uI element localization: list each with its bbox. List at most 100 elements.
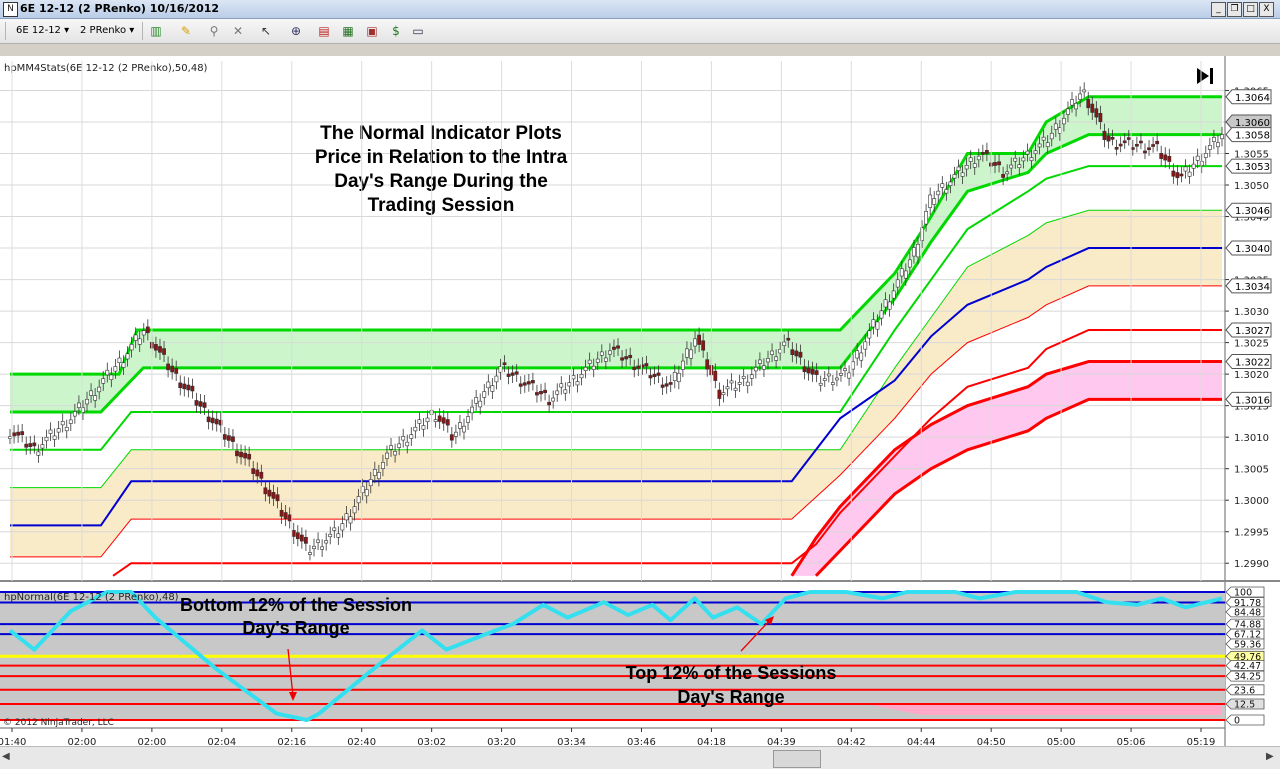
candle-body bbox=[231, 436, 235, 442]
candle-body bbox=[202, 402, 207, 408]
normal-tick-box bbox=[1225, 597, 1265, 608]
candle-body bbox=[599, 351, 604, 356]
candle-body bbox=[478, 400, 483, 408]
candle-body bbox=[1106, 135, 1111, 142]
candlestick-icon[interactable]: ▥ bbox=[150, 24, 162, 38]
band-line-green bbox=[10, 165, 1222, 451]
candle-body bbox=[218, 419, 223, 426]
candle-body bbox=[968, 157, 973, 162]
candle-body bbox=[129, 344, 134, 351]
price-marker-box bbox=[1225, 127, 1272, 143]
candle-body bbox=[16, 431, 21, 436]
properties-icon[interactable]: ▭ bbox=[412, 24, 424, 38]
pin-icon[interactable]: ⚲ bbox=[209, 24, 219, 38]
horizontal-scrollbar[interactable]: ◀ ▶ bbox=[0, 746, 1280, 769]
candle-body bbox=[510, 372, 515, 376]
period-selector[interactable]: 2 PRenko ▾ bbox=[80, 25, 135, 36]
candle-body bbox=[518, 383, 523, 387]
candle-body bbox=[52, 435, 57, 440]
candle-body bbox=[539, 390, 543, 395]
band-line-blue bbox=[10, 247, 1222, 527]
restore-button[interactable]: ❐ bbox=[1227, 2, 1242, 17]
band-line-green bbox=[10, 133, 1222, 414]
candle-body bbox=[393, 451, 397, 456]
candle-body bbox=[72, 411, 77, 417]
scroll-thumb[interactable] bbox=[773, 750, 821, 768]
candle-body bbox=[916, 243, 920, 258]
candle-body bbox=[389, 445, 393, 450]
candle-body bbox=[214, 418, 219, 425]
candle-body bbox=[324, 540, 329, 544]
candle-body bbox=[397, 443, 402, 448]
zoom-icon[interactable]: ⊕ bbox=[290, 24, 302, 38]
candle-body bbox=[1053, 123, 1058, 130]
candle-body bbox=[685, 348, 689, 358]
candle-body bbox=[551, 397, 556, 402]
scroll-left-icon[interactable]: ◀ bbox=[2, 751, 10, 762]
minimize-button[interactable]: _ bbox=[1211, 2, 1226, 17]
go-to-end-icon[interactable] bbox=[1197, 68, 1213, 84]
pointer-icon[interactable]: ↖ bbox=[260, 24, 272, 38]
normal-indicator-label: hpNormal(6E 12-12 (2 PRenko),48) bbox=[4, 592, 179, 603]
price-marker-box bbox=[1225, 158, 1272, 174]
candle-body bbox=[871, 319, 876, 328]
candle-body bbox=[206, 416, 211, 423]
normal-tick-box bbox=[1225, 684, 1265, 696]
candle-body bbox=[1199, 161, 1204, 166]
panels-icon[interactable]: ▣ bbox=[366, 24, 378, 38]
candle-body bbox=[356, 496, 361, 504]
crosshair-icon[interactable]: ✕ bbox=[232, 24, 244, 38]
dollar-icon[interactable]: $ bbox=[392, 24, 400, 38]
instrument-selector[interactable]: 6E 12-12 ▾ bbox=[16, 25, 70, 36]
candle-body bbox=[1191, 163, 1196, 169]
candle-body bbox=[190, 385, 195, 392]
candle-body bbox=[40, 444, 45, 449]
candle-body bbox=[421, 425, 426, 430]
candle-body bbox=[113, 366, 118, 372]
candle-body bbox=[1139, 140, 1143, 144]
candle-body bbox=[1114, 147, 1119, 150]
candle-body bbox=[1122, 140, 1127, 144]
chart-style-icon[interactable]: ▤ bbox=[318, 24, 330, 38]
candle-body bbox=[1021, 157, 1026, 162]
candle-body bbox=[154, 344, 158, 351]
maximize-button[interactable]: □ bbox=[1243, 2, 1258, 17]
price-marker-box bbox=[1225, 391, 1272, 407]
normal-tick-label: 42.47 bbox=[1234, 661, 1261, 672]
close-button[interactable]: X bbox=[1259, 2, 1274, 17]
candle-body bbox=[526, 381, 531, 385]
candle-body bbox=[1183, 166, 1188, 172]
candle-body bbox=[1159, 153, 1164, 159]
candle-body bbox=[1110, 137, 1115, 140]
candle-body bbox=[291, 530, 296, 537]
candle-body bbox=[522, 382, 527, 386]
chart-area[interactable]: 1.29901.29951.30001.30051.30101.30151.30… bbox=[0, 45, 1280, 768]
normal-annotations: Bottom 12% of the Session Day's Range To… bbox=[180, 595, 836, 707]
candle-body bbox=[1094, 108, 1099, 118]
price-tick-label: 1.3005 bbox=[1234, 465, 1269, 476]
price-marker-label: 1.3034 bbox=[1235, 282, 1270, 293]
candle-body bbox=[924, 211, 928, 225]
bars-icon[interactable]: ▦ bbox=[342, 24, 354, 38]
candle-body bbox=[514, 371, 519, 375]
pencil-icon[interactable]: ✎ bbox=[180, 24, 192, 38]
candle-body bbox=[1066, 108, 1070, 115]
candle-body bbox=[628, 354, 633, 359]
scroll-right-icon[interactable]: ▶ bbox=[1266, 751, 1274, 762]
normal-tick-label: 59.36 bbox=[1234, 640, 1261, 651]
candle-body bbox=[818, 382, 823, 386]
candle-body bbox=[543, 389, 547, 394]
price-tick-label: 1.3045 bbox=[1234, 213, 1269, 224]
candle-body bbox=[826, 373, 831, 377]
candle-body bbox=[571, 375, 576, 380]
candle-body bbox=[1167, 155, 1172, 162]
candle-body bbox=[332, 527, 337, 531]
price-marker-label: 1.3040 bbox=[1235, 244, 1270, 255]
price-tick-label: 1.3020 bbox=[1234, 370, 1269, 381]
time-tick-label: 04:42 bbox=[837, 737, 866, 748]
normal-tick-box bbox=[1225, 638, 1265, 650]
candle-body bbox=[336, 533, 341, 538]
candle-body bbox=[158, 346, 162, 353]
candle-body bbox=[1130, 147, 1135, 150]
candle-body bbox=[1203, 153, 1208, 158]
